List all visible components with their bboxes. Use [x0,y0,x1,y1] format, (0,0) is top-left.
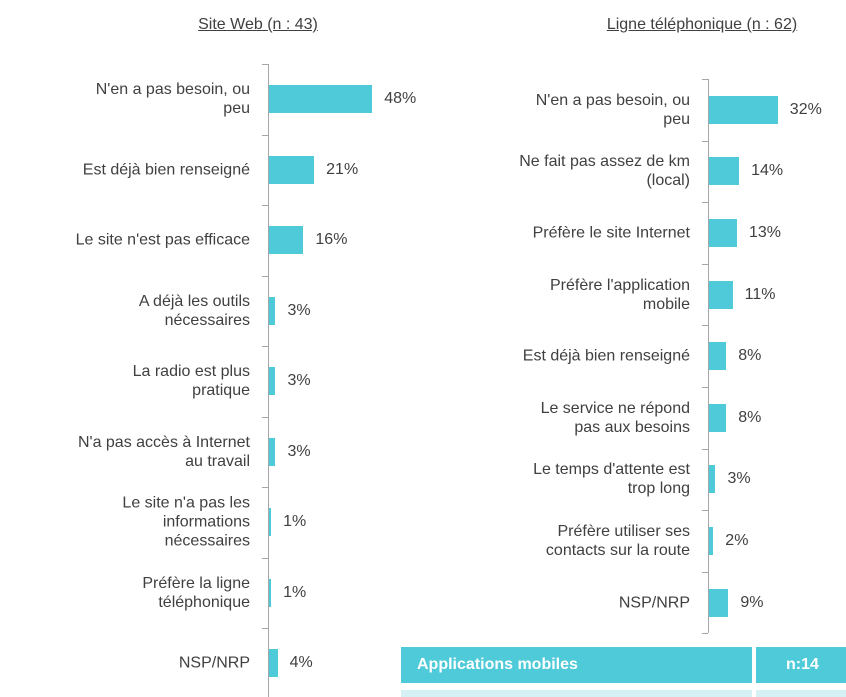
category-label: Est déjà bien renseigné [522,347,690,365]
bar [709,157,740,186]
category-label: NSP/NRP [178,654,250,672]
value-label: 3% [287,442,311,460]
value-label: 1% [283,583,307,601]
value-label: 8% [738,347,762,365]
value-label: 11% [744,285,776,303]
bar [269,367,276,396]
category-label: Ne fait pas assez de km (local) [519,153,690,190]
bar [269,85,373,114]
bar [709,403,727,432]
bar [269,649,278,678]
chart-title: Site Web (n : 43) [198,16,318,33]
bar [709,527,714,555]
axis-tick [262,64,268,65]
value-label: 4% [289,654,313,672]
axis-tick [702,448,708,450]
bar [269,155,315,184]
axis-tick [262,275,268,277]
axis-tick [702,510,708,512]
axis-tick [702,263,708,265]
value-label: 3% [287,301,311,319]
table-header-cell: Applications mobiles [401,647,752,683]
bar [269,578,272,607]
category-label: N'a pas accès à Internet au travail [77,433,250,470]
bar [269,437,276,466]
value-label: 3% [287,372,311,390]
category-label: Préfère le site Internet [532,224,690,242]
value-label: 3% [727,470,751,488]
value-label: 14% [751,162,784,180]
category-label: Est déjà bien renseigné [82,161,250,179]
category-label: A déjà les outils nécessaires [138,292,250,329]
axis-line [708,79,709,634]
bar [269,296,276,325]
axis-tick [262,628,268,629]
axis-tick [702,571,708,573]
value-label: 48% [384,90,417,108]
value-label: 2% [725,532,749,549]
axis-tick [262,416,268,418]
bar [709,342,727,371]
table-header-cell: n:14 [756,647,846,683]
value-label: 16% [315,231,348,249]
category-label: Le site n'a pas les informations nécessa… [122,494,250,550]
chart-title: Ligne téléphonique (n : 62) [606,16,798,33]
category-label: Le service ne répond pas aux besoins [540,399,690,436]
category-label: Préfère utiliser ses contacts sur la rou… [545,523,690,559]
bar [709,95,778,124]
axis-tick [702,202,708,204]
table-row [756,690,846,697]
bar [269,508,272,537]
value-label: 21% [326,160,359,178]
value-label: 9% [740,593,764,611]
category-label: NSP/NRP [618,594,690,612]
axis-tick [702,140,708,142]
axis-tick [702,387,708,388]
value-label: 32% [789,100,822,118]
category-label: Préfère l'application mobile [549,276,690,313]
axis-tick [262,557,268,559]
bar [709,465,716,494]
axis-tick [262,205,268,206]
axis-tick [262,487,268,488]
value-label: 8% [738,408,762,426]
bar [709,219,737,247]
category-label: La radio est plus pratique [132,363,250,400]
axis-tick [702,79,708,80]
axis-tick [262,346,268,347]
axis-line [268,64,269,697]
category-label: Préfère la ligne téléphonique [142,574,250,611]
axis-tick [262,134,268,136]
category-label: N'en a pas besoin, ou peu [535,91,690,128]
bar [709,280,733,309]
bar [269,226,304,255]
value-label: 13% [748,224,781,241]
bar [709,588,729,617]
table-row [401,690,752,697]
category-label: Le site n'est pas efficace [75,231,250,249]
axis-tick [702,325,708,327]
axis-tick [702,633,708,635]
category-label: N'en a pas besoin, ou peu [95,81,250,118]
category-label: Le temps d'attente est trop long [533,461,690,498]
value-label: 1% [283,513,307,531]
